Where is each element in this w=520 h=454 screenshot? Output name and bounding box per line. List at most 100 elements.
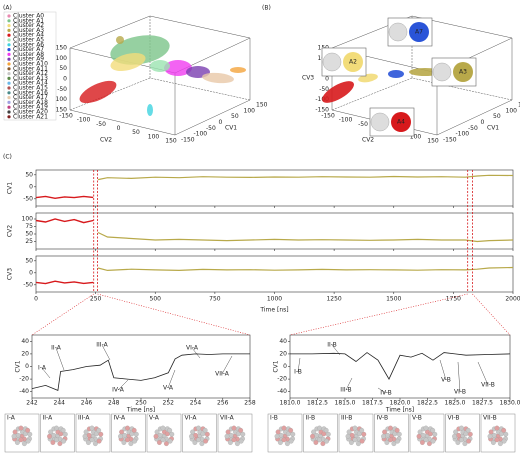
trace xyxy=(97,266,514,272)
legend-label: Cluster A14 xyxy=(13,80,48,87)
annotation: III-B xyxy=(340,387,351,394)
particle xyxy=(288,438,294,444)
annotation-arrow xyxy=(331,344,341,356)
legend-marker xyxy=(7,62,11,66)
particle xyxy=(359,427,365,433)
legend-marker xyxy=(7,43,11,47)
x-axis-label: Time [ns] xyxy=(259,307,288,314)
particle xyxy=(490,440,496,445)
tick-label: -50 xyxy=(96,121,106,128)
tick-label: 100 xyxy=(56,55,68,62)
particle xyxy=(238,438,244,444)
thumbnail-label: VI-B xyxy=(448,415,460,422)
legend-marker xyxy=(7,76,11,80)
particle xyxy=(494,425,500,431)
tick-label: 150 xyxy=(518,102,520,109)
annotation: V-B xyxy=(441,377,451,384)
particle xyxy=(60,427,66,433)
panel-label: (B) xyxy=(262,5,271,12)
cluster-cloud xyxy=(116,36,124,44)
legend-marker xyxy=(7,115,11,119)
tick-label: -150 xyxy=(321,113,335,120)
tick-label: 150 xyxy=(256,102,268,109)
particle xyxy=(57,441,63,447)
cluster-icon xyxy=(322,52,342,72)
particle xyxy=(323,427,329,433)
particle xyxy=(462,441,468,447)
particle xyxy=(54,425,59,431)
particle xyxy=(311,429,316,435)
tick-label: -150 xyxy=(443,137,457,144)
particle xyxy=(133,431,139,437)
particle xyxy=(14,440,20,445)
plot-frame xyxy=(35,212,514,250)
particle xyxy=(118,433,123,439)
particle xyxy=(98,431,104,437)
cluster-cloud xyxy=(322,81,354,103)
annotation-arrow xyxy=(457,361,461,393)
annotation-arrow xyxy=(117,379,129,391)
annotation: IV-A xyxy=(112,387,125,394)
annotation: I-B xyxy=(294,369,302,376)
particle xyxy=(21,441,27,447)
particle xyxy=(290,431,296,437)
tick-label: -50 xyxy=(319,86,329,93)
y-tick-label: 40 xyxy=(279,338,287,345)
thumbnail-label: III-B xyxy=(341,415,352,422)
thumbnail-label: II-B xyxy=(306,415,316,422)
cluster-badge xyxy=(409,22,429,42)
annotation-arrow xyxy=(439,359,447,381)
particle xyxy=(18,437,24,443)
legend-marker xyxy=(7,110,11,114)
legend-label: Cluster A16 xyxy=(13,89,48,96)
particle xyxy=(395,438,401,444)
particle xyxy=(199,441,205,447)
particle xyxy=(160,437,166,443)
legend-label: Cluster A8 xyxy=(13,51,44,58)
tick-label: 50 xyxy=(59,65,67,72)
trace xyxy=(35,195,94,200)
particle xyxy=(238,427,244,433)
tick-label: -50 xyxy=(358,121,368,128)
x-tick-label: 250 xyxy=(135,400,147,407)
axis-label: CV1 xyxy=(487,125,499,132)
x-tick-label: 1250 xyxy=(326,296,341,303)
cluster-badge xyxy=(343,52,363,72)
particle xyxy=(153,433,159,439)
x-tick-label: 1827.5 xyxy=(472,400,493,407)
particle xyxy=(96,438,102,444)
annotation: VI-B xyxy=(454,389,466,396)
x-axis-label: Time [ns] xyxy=(385,407,414,414)
thumbnail-label: VII-B xyxy=(483,415,497,422)
particle xyxy=(382,429,387,435)
legend-marker xyxy=(7,105,11,109)
box-edge xyxy=(149,77,251,101)
particle xyxy=(62,431,68,437)
x-tick-label: 1812.5 xyxy=(307,400,328,407)
x-tick-label: 1820.0 xyxy=(390,400,411,407)
particle xyxy=(313,440,319,445)
y-tick-label: -40 xyxy=(277,388,287,395)
tick-label: 0 xyxy=(481,119,485,126)
x-tick-label: 500 xyxy=(150,296,162,303)
particle xyxy=(317,437,322,443)
y-tick-label: 20 xyxy=(21,350,29,357)
legend-label: Cluster A10 xyxy=(13,61,48,68)
particle xyxy=(426,441,432,447)
particle xyxy=(190,429,195,435)
annotation: VII-A xyxy=(215,371,230,378)
particle xyxy=(11,433,17,439)
particle xyxy=(288,427,294,433)
particle xyxy=(92,441,98,447)
tick-label: -100 xyxy=(77,117,91,124)
tick-label: 150 xyxy=(427,138,439,145)
legend-label: Cluster A15 xyxy=(13,85,48,92)
tick-label: 50 xyxy=(231,113,239,120)
x-tick-label: 1822.5 xyxy=(417,400,438,407)
cluster-cloud xyxy=(147,104,153,116)
y-tick-label: 25 xyxy=(25,238,33,245)
particle xyxy=(459,425,464,431)
particle xyxy=(423,437,429,443)
legend-marker xyxy=(7,96,11,100)
particle xyxy=(396,431,402,437)
